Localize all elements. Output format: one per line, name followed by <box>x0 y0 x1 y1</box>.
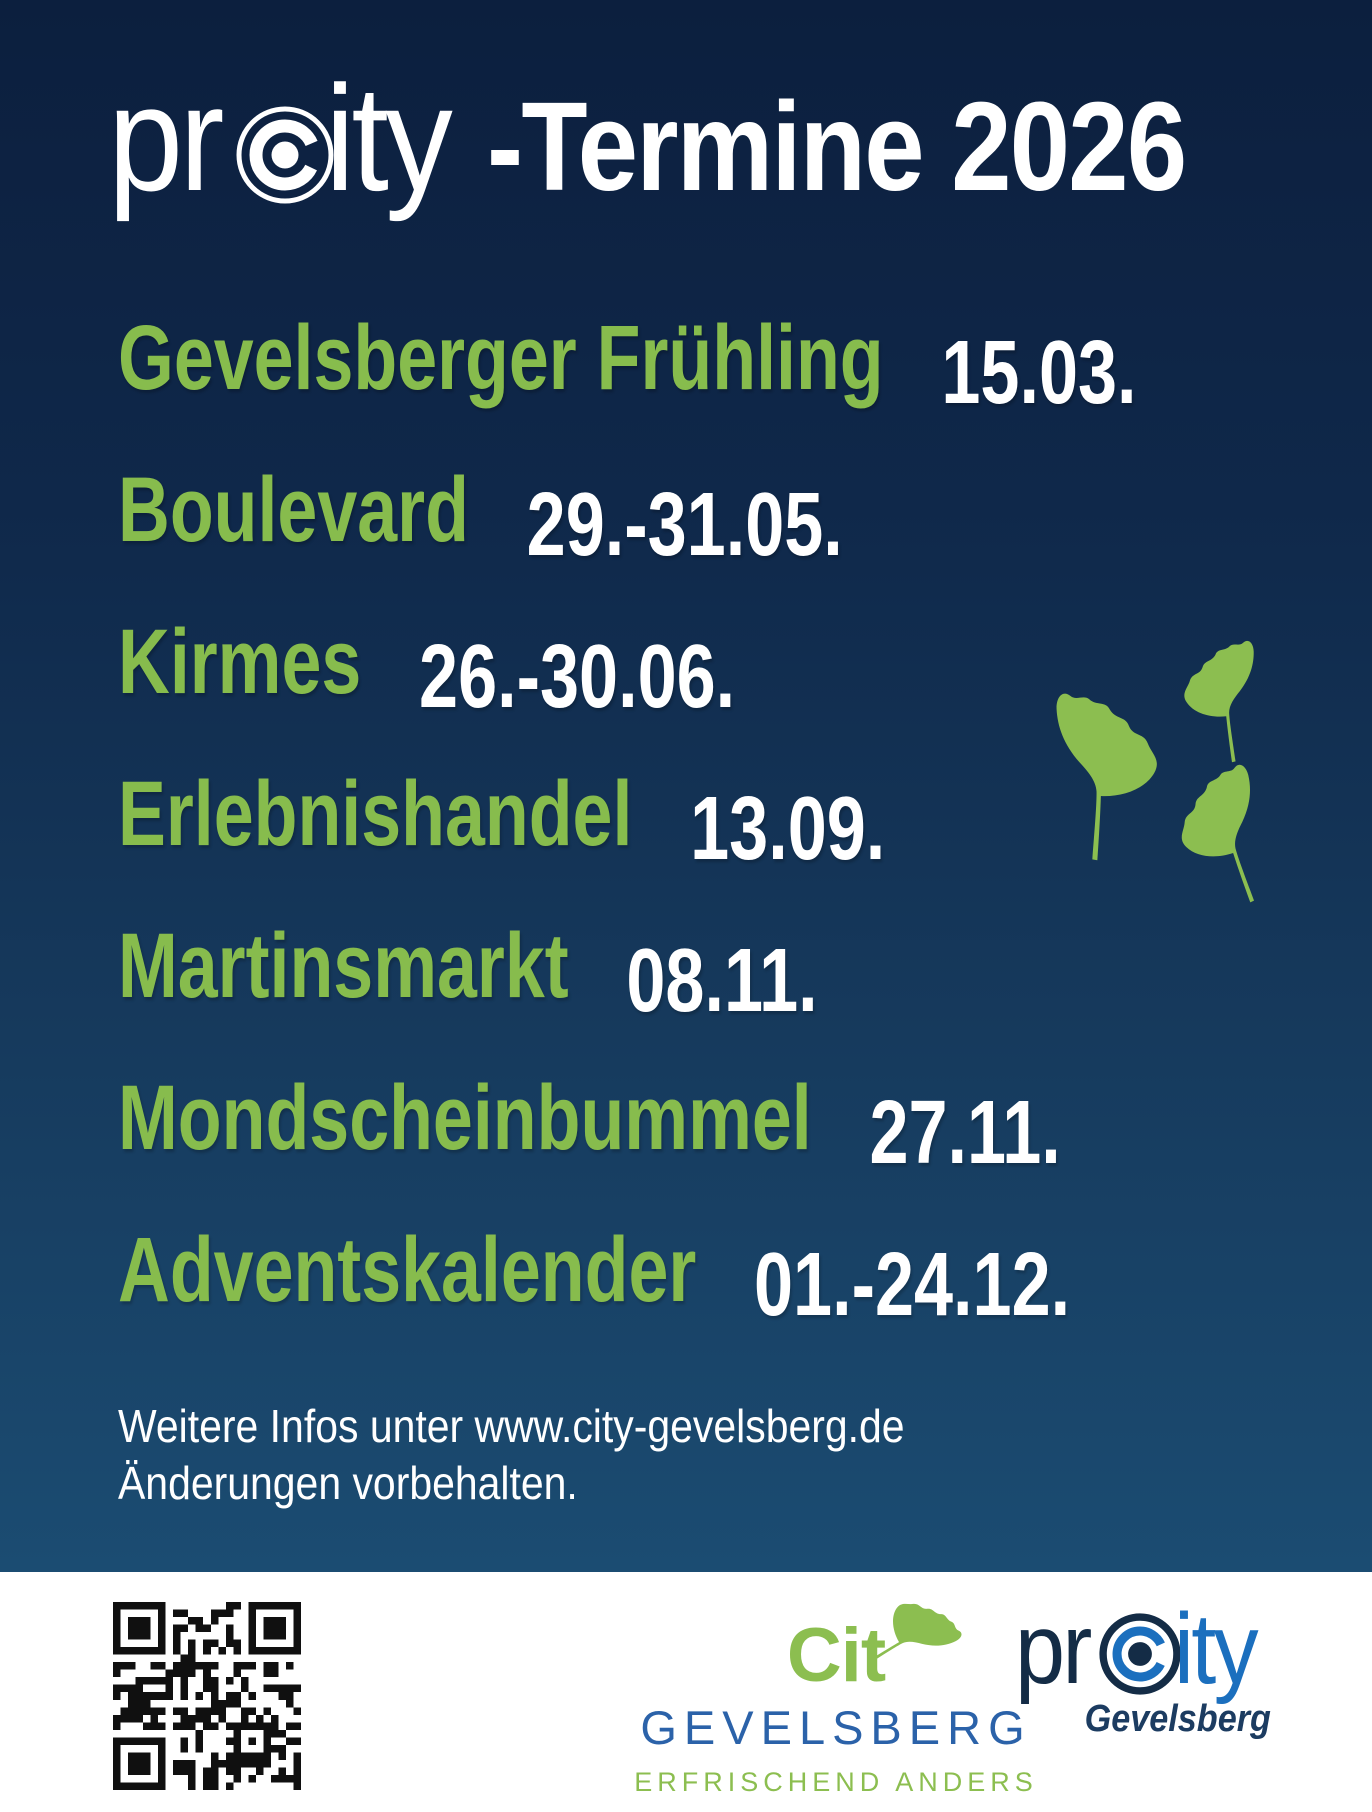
event-row: Adventskalender 01.-24.12. <box>118 1218 1137 1335</box>
event-date: 13.09. <box>690 779 886 879</box>
event-name: Boulevard <box>118 459 469 561</box>
event-name: Kirmes <box>118 611 362 713</box>
event-date: 08.11. <box>626 931 818 1031</box>
event-row: Kirmes 26.-30.06. <box>118 610 1137 727</box>
footer-bar: Cit GEVELSBERG ERFRISCHEND ANDERS pr ity… <box>0 1572 1372 1812</box>
procity-gevelsberg-logo: pr ity Gevelsberg <box>1015 1592 1271 1741</box>
city-logo-word: Cit <box>786 1613 886 1698</box>
event-row: Gevelsberger Frühling 15.03. <box>118 306 1137 423</box>
event-name: Martinsmarkt <box>118 915 569 1017</box>
procity-logo-pre: pr <box>1015 1593 1092 1705</box>
event-row: Martinsmarkt 08.11. <box>118 914 1137 1031</box>
city-logo-tagline: ERFRISCHEND ANDERS <box>634 1767 1038 1797</box>
event-name: Adventskalender <box>118 1219 697 1321</box>
info-note-disclaimer: Änderungen vorbehalten. <box>118 1457 578 1509</box>
event-name: Erlebnishandel <box>118 763 633 865</box>
page-title: -Termine 2026 <box>487 76 1187 217</box>
info-notes: Weitere Infos unter www.city-gevelsberg.… <box>118 1398 905 1512</box>
event-name: Gevelsberger Frühling <box>118 307 884 409</box>
event-row: Boulevard 29.-31.05. <box>118 458 1137 575</box>
ginkgo-leaf-icon <box>1154 756 1307 923</box>
city-logo-name: GEVELSBERG <box>640 1701 1032 1754</box>
procity-subtitle: Gevelsberg <box>1084 1698 1271 1740</box>
procity-logo-pre: pr <box>108 54 224 222</box>
qr-code <box>113 1602 301 1790</box>
city-logo-word-row: Cit <box>626 1606 1046 1698</box>
event-date: 15.03. <box>941 323 1137 423</box>
event-date: 26.-30.06. <box>419 627 736 727</box>
city-gevelsberg-logo: Cit GEVELSBERG ERFRISCHEND ANDERS <box>626 1606 1046 1798</box>
header-logo-row: pr ity -Termine 2026 <box>108 52 1299 225</box>
events-list: Gevelsberger Frühling 15.03. Boulevard 2… <box>118 306 1137 1370</box>
bullseye-icon <box>1099 1613 1181 1695</box>
bullseye-icon <box>236 106 334 204</box>
event-date: 01.-24.12. <box>754 1235 1071 1335</box>
ginkgo-leaf-icon <box>1167 635 1285 774</box>
event-row: Mondscheinbummel 27.11. <box>118 1066 1137 1183</box>
event-date: 27.11. <box>869 1083 1061 1183</box>
event-name: Mondscheinbummel <box>118 1067 812 1169</box>
event-date: 29.-31.05. <box>526 475 843 575</box>
info-note-url: Weitere Infos unter www.city-gevelsberg.… <box>118 1400 905 1452</box>
poster-background: pr ity -Termine 2026 Gevelsberger Frühli… <box>0 0 1372 1572</box>
procity-logo-post: ity <box>1173 1593 1259 1705</box>
event-row: Erlebnishandel 13.09. <box>118 762 1137 879</box>
procity-logo-post: ity <box>325 54 453 222</box>
procity-logo-row: pr ity <box>1015 1592 1265 1705</box>
